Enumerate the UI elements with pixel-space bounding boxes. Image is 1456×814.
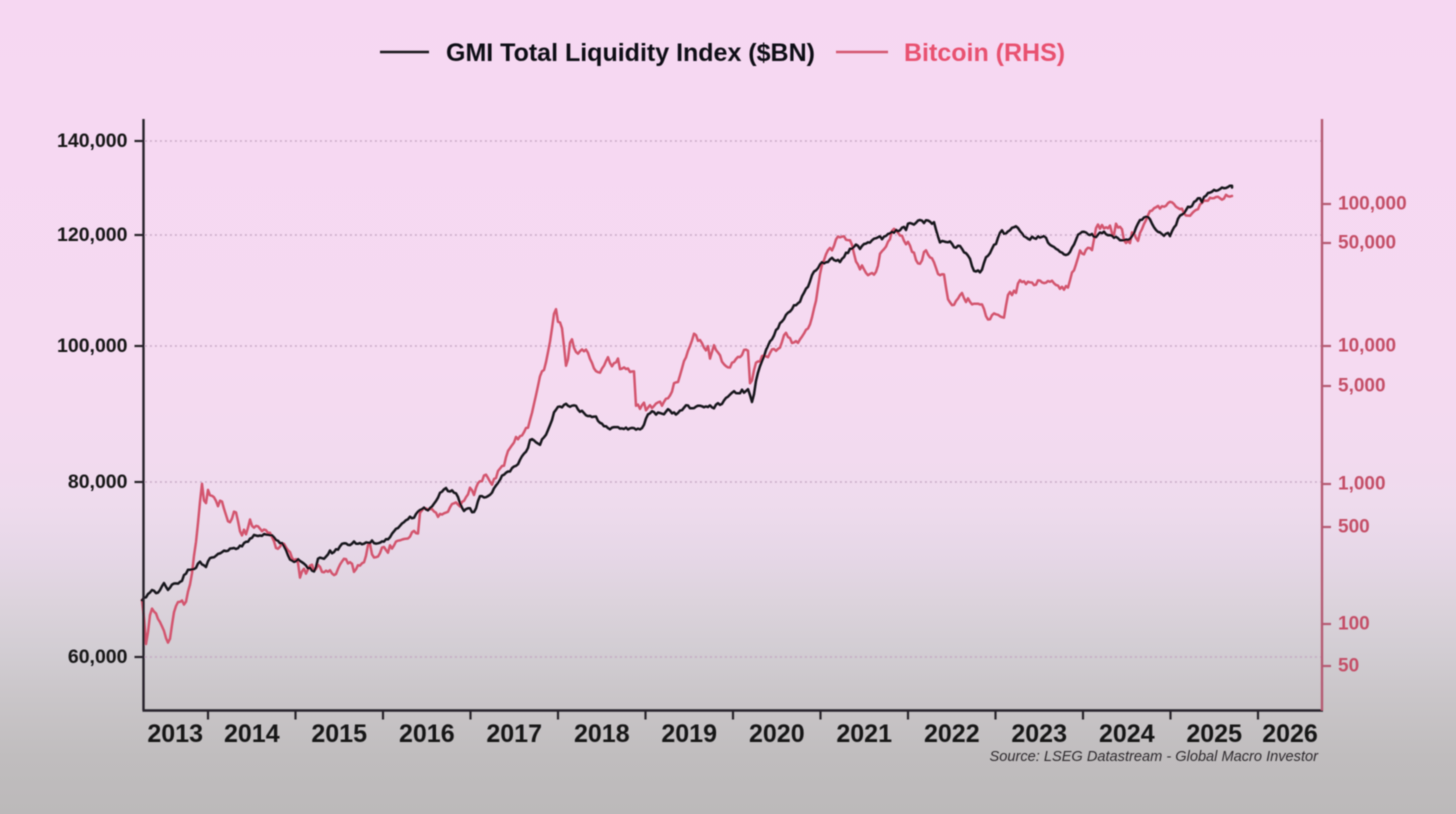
svg-text:120,000: 120,000: [57, 224, 128, 246]
svg-text:2023: 2023: [1011, 720, 1067, 748]
svg-text:2018: 2018: [574, 720, 630, 748]
svg-text:2017: 2017: [486, 720, 542, 748]
svg-text:2015: 2015: [311, 720, 367, 748]
svg-text:100,000: 100,000: [57, 335, 128, 357]
svg-text:5,000: 5,000: [1338, 376, 1386, 397]
svg-text:2016: 2016: [399, 720, 455, 748]
svg-text:GMI Total Liquidity Index ($BN: GMI Total Liquidity Index ($BN): [446, 39, 815, 67]
svg-text:2021: 2021: [836, 720, 892, 748]
svg-text:140,000: 140,000: [57, 130, 128, 152]
svg-text:500: 500: [1338, 517, 1370, 538]
svg-text:Bitcoin (RHS): Bitcoin (RHS): [904, 39, 1065, 67]
svg-text:50,000: 50,000: [1338, 233, 1396, 254]
svg-text:2020: 2020: [749, 720, 805, 748]
svg-text:1,000: 1,000: [1338, 474, 1386, 495]
svg-text:2025: 2025: [1186, 720, 1242, 748]
svg-text:2013: 2013: [147, 720, 203, 748]
svg-text:Source: LSEG Datastream - Glob: Source: LSEG Datastream - Global Macro I…: [990, 749, 1320, 765]
svg-text:2026: 2026: [1262, 720, 1318, 748]
svg-text:2022: 2022: [924, 720, 980, 748]
svg-text:2019: 2019: [661, 720, 717, 748]
svg-text:80,000: 80,000: [68, 471, 128, 493]
svg-text:10,000: 10,000: [1338, 336, 1396, 357]
svg-text:2014: 2014: [224, 720, 280, 748]
svg-text:100,000: 100,000: [1338, 194, 1407, 215]
svg-text:100: 100: [1338, 614, 1370, 635]
svg-text:2024: 2024: [1099, 720, 1155, 748]
svg-text:60,000: 60,000: [68, 646, 128, 668]
svg-text:50: 50: [1338, 656, 1359, 677]
